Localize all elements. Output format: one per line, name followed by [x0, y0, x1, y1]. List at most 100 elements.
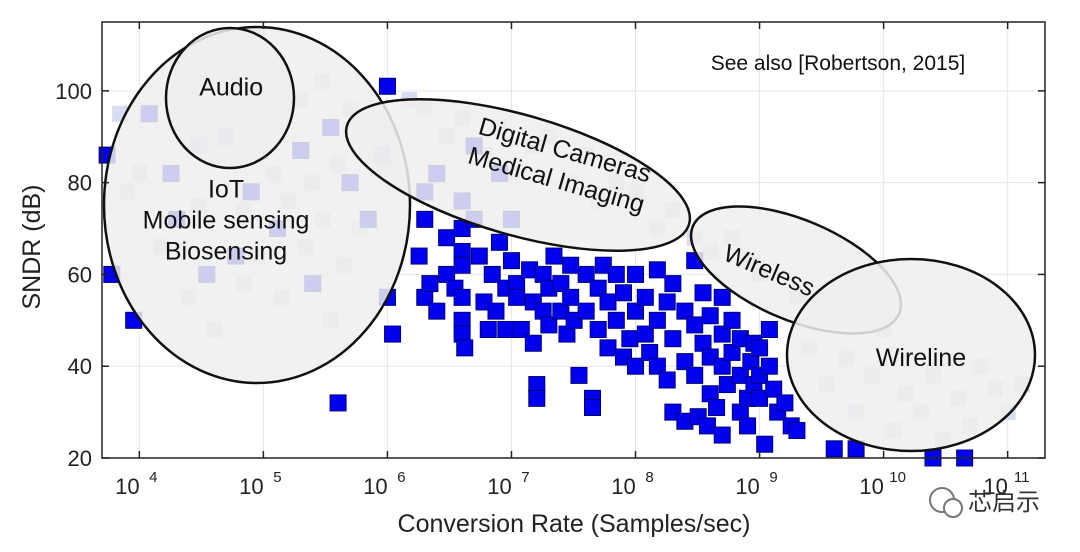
data-point	[599, 339, 617, 357]
region-label: Audio	[199, 73, 263, 101]
data-point	[577, 265, 595, 283]
data-point	[676, 302, 694, 320]
x-tick-exponent: 10	[889, 469, 906, 486]
data-point	[664, 275, 682, 293]
data-point	[648, 261, 666, 279]
data-point	[636, 325, 654, 343]
wechat-icon-inner	[943, 498, 963, 518]
data-point	[718, 376, 736, 394]
data-point	[648, 311, 666, 329]
region-label: Mobile sensing	[143, 206, 310, 234]
data-point	[562, 256, 580, 274]
data-point	[410, 247, 428, 265]
x-tick-label: 10	[239, 474, 263, 499]
region-label: Biosensing	[165, 237, 287, 265]
x-tick-exponent: 7	[521, 469, 529, 486]
data-point	[416, 210, 434, 228]
x-tick-label: 10	[611, 474, 635, 499]
x-tick-label: 10	[859, 474, 883, 499]
y-tick-label: 40	[68, 354, 92, 379]
data-point	[739, 417, 757, 435]
region-ellipse	[785, 257, 1037, 453]
data-point	[497, 320, 515, 338]
data-point	[589, 320, 607, 338]
data-point	[552, 302, 570, 320]
data-point	[589, 279, 607, 297]
data-point	[570, 366, 588, 384]
x-tick-label: 10	[363, 474, 387, 499]
data-point	[723, 311, 741, 329]
data-point	[751, 339, 769, 357]
data-point	[483, 265, 501, 283]
data-point	[731, 366, 749, 384]
data-point	[756, 435, 774, 453]
data-point	[421, 275, 439, 293]
data-point	[648, 357, 666, 375]
region-label: IoT	[208, 175, 244, 203]
data-point	[713, 325, 731, 343]
data-point	[599, 293, 617, 311]
watermark-text: 芯启示	[968, 489, 1040, 516]
data-point	[760, 357, 778, 375]
region-ellipse	[344, 98, 692, 252]
x-axis-label: Conversion Rate (Samples/sec)	[398, 510, 751, 538]
region-ellipse	[164, 26, 296, 170]
data-point	[607, 265, 625, 283]
data-point	[686, 316, 704, 334]
data-point	[760, 320, 778, 338]
x-tick-exponent: 5	[273, 469, 281, 486]
data-point	[713, 357, 731, 375]
data-point	[329, 394, 347, 412]
annotation-note: See also [Robertson, 2015]	[711, 52, 966, 75]
data-point	[686, 366, 704, 384]
data-point	[470, 247, 488, 265]
data-point	[627, 265, 645, 283]
x-tick-label: 10	[735, 474, 759, 499]
data-point	[708, 399, 726, 417]
data-point	[453, 256, 471, 274]
data-point	[479, 320, 497, 338]
x-tick-label: 10	[983, 474, 1007, 499]
data-point	[512, 320, 530, 338]
data-point	[713, 426, 731, 444]
data-point	[664, 330, 682, 348]
axes: 20 40 60 80 100 10 4 10 5 10 6 10 7 10 8 10 9 10 10 10 11	[55, 21, 1046, 499]
data-point	[658, 293, 676, 311]
data-point	[378, 77, 396, 95]
data-point	[577, 302, 595, 320]
data-point	[528, 389, 546, 407]
x-tick-label: 10	[115, 474, 139, 499]
data-point	[562, 288, 580, 306]
data-point	[627, 302, 645, 320]
region-label: Wireline	[876, 344, 966, 372]
x-tick-exponent: 6	[397, 469, 405, 486]
data-point	[456, 339, 474, 357]
plot-frame	[101, 21, 1046, 459]
data-point	[384, 325, 402, 343]
data-point	[742, 353, 760, 371]
data-point	[825, 440, 843, 458]
x-tick-exponent: 11	[1014, 469, 1030, 486]
data-point	[694, 284, 712, 302]
data-point	[540, 316, 558, 334]
data-point	[524, 334, 542, 352]
data-point	[701, 307, 719, 325]
y-tick-label: 100	[55, 79, 92, 104]
y-axis-label: SNDR (dB)	[18, 184, 46, 309]
data-point	[615, 284, 633, 302]
data-point	[627, 357, 645, 375]
data-point	[788, 421, 806, 439]
data-point	[545, 247, 563, 265]
y-tick-label: 20	[68, 446, 92, 471]
data-point	[438, 229, 456, 247]
data-point	[713, 288, 731, 306]
data-point	[594, 256, 612, 274]
x-tick-exponent: 8	[645, 469, 653, 486]
data-point	[751, 389, 769, 407]
x-tick-label: 10	[487, 474, 511, 499]
watermark: 芯启示	[929, 487, 1040, 518]
data-point	[607, 311, 625, 329]
data-point	[621, 330, 639, 348]
